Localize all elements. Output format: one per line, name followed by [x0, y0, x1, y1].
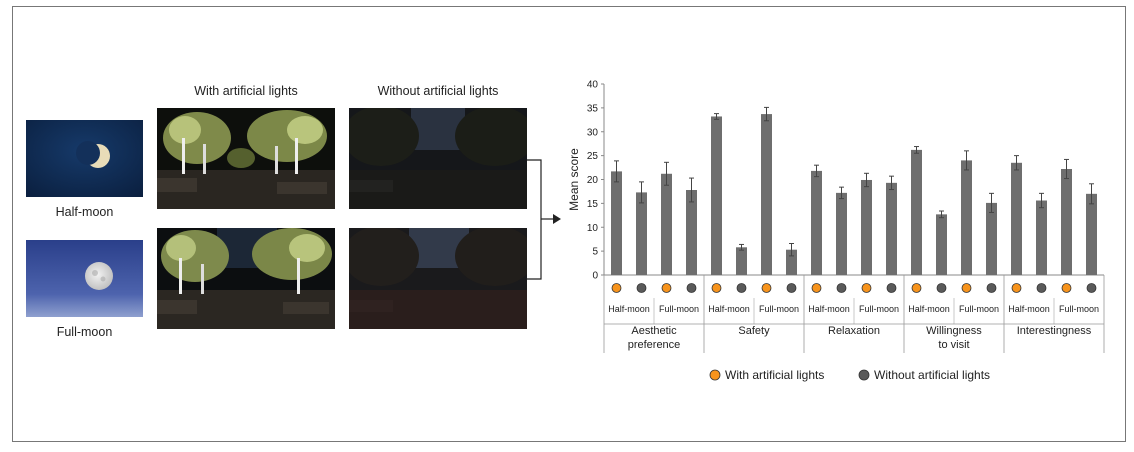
category-label: Willingness to visit — [926, 325, 982, 351]
full-moon-lit-photo — [157, 228, 335, 329]
half-moon-unlit-photo — [349, 108, 527, 209]
without-lights-marker — [886, 283, 897, 293]
with-lights-marker — [661, 283, 672, 293]
category-label: Aesthetic preference — [628, 325, 681, 351]
bar — [936, 214, 947, 275]
bar — [836, 192, 847, 275]
with-lights-marker — [1061, 283, 1072, 293]
bar — [1061, 168, 1072, 275]
y-tick-label: 10 — [587, 223, 599, 234]
figure-frame — [12, 6, 1126, 442]
without-lights-marker — [1086, 283, 1097, 293]
full-moon-photo — [26, 240, 143, 317]
y-tick-label: 25 — [587, 151, 599, 162]
legend-without-label: Without artificial lights — [874, 368, 990, 382]
y-tick-label: 40 — [587, 80, 599, 91]
bar — [661, 173, 672, 275]
bar — [861, 179, 872, 275]
moon-phase-label: Half-moon — [908, 304, 950, 314]
without-lights-marker — [1036, 283, 1047, 293]
without-lights-marker — [636, 283, 647, 293]
bar — [736, 247, 747, 275]
without-lights-marker — [936, 283, 947, 293]
y-tick-label: 35 — [587, 103, 599, 114]
category-label: Safety — [738, 325, 770, 337]
with-lights-marker — [611, 283, 622, 293]
moon-phase-label: Full-moon — [959, 304, 999, 314]
with-lights-marker — [761, 283, 772, 293]
moon-phase-label: Full-moon — [859, 304, 899, 314]
with-lights-marker — [961, 283, 972, 293]
y-axis-label: Mean score — [567, 148, 581, 211]
with-lights-marker — [811, 283, 822, 293]
moon-phase-label: Full-moon — [1059, 304, 1099, 314]
without-lights-marker — [736, 283, 747, 293]
bar — [711, 116, 722, 275]
bar — [811, 170, 822, 275]
bar — [1086, 193, 1097, 275]
y-tick-label: 15 — [587, 199, 599, 210]
bar — [761, 114, 772, 275]
with-lights-marker — [911, 283, 922, 293]
legend-without-marker — [858, 369, 870, 381]
legend-with-marker — [709, 369, 721, 381]
y-tick-label: 30 — [587, 127, 599, 138]
row-label-half-moon: Half-moon — [55, 205, 114, 219]
column-header-without-lights: Without artificial lights — [377, 84, 499, 98]
without-lights-marker — [686, 283, 697, 293]
bar — [911, 149, 922, 275]
with-lights-marker — [1011, 283, 1022, 293]
with-lights-marker — [711, 283, 722, 293]
y-tick-label: 20 — [587, 175, 599, 186]
bracket-arrow — [527, 159, 561, 280]
without-lights-marker — [986, 283, 997, 293]
bar — [1036, 200, 1047, 275]
moon-phase-label: Half-moon — [708, 304, 750, 314]
moon-phase-label: Full-moon — [759, 304, 799, 314]
bar — [636, 192, 647, 275]
bar — [961, 160, 972, 275]
row-label-full-moon: Full-moon — [56, 325, 113, 339]
bar — [611, 171, 622, 275]
bar-chart: 0 5 10 15 20 25 30 35 40 Mean score Half-moon Full… — [567, 80, 1105, 382]
without-lights-marker — [836, 283, 847, 293]
moon-phase-label: Half-moon — [608, 304, 650, 314]
bar — [786, 249, 797, 275]
column-header-with-lights: With artificial lights — [194, 84, 298, 98]
without-lights-marker — [786, 283, 797, 293]
y-tick-label: 5 — [592, 247, 598, 258]
with-lights-marker — [861, 283, 872, 293]
category-label: Relaxation — [828, 325, 880, 337]
bar — [886, 182, 897, 275]
moon-phase-label: Half-moon — [808, 304, 850, 314]
bar — [1011, 162, 1022, 275]
moon-phase-label: Half-moon — [1008, 304, 1050, 314]
y-tick-label: 0 — [592, 271, 598, 282]
category-label: Interestingness — [1017, 325, 1092, 337]
bar — [986, 202, 997, 275]
legend-with-label: With artificial lights — [725, 368, 824, 382]
bar — [686, 190, 697, 275]
half-moon-lit-photo — [157, 108, 335, 209]
half-moon-photo — [26, 120, 143, 197]
moon-phase-label: Full-moon — [659, 304, 699, 314]
full-moon-unlit-photo — [349, 228, 527, 329]
